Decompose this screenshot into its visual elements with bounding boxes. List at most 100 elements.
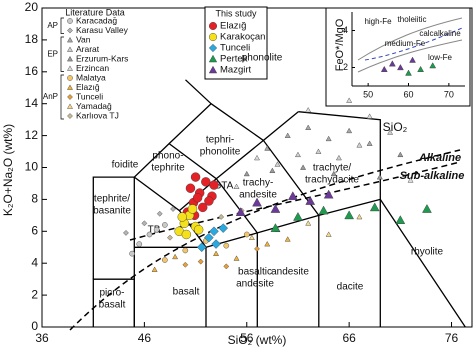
annotation: andesite [236,279,274,290]
annotation: BTA [215,181,234,192]
data-point [264,241,271,247]
data-point [162,257,168,263]
data-point [243,170,250,177]
x-tick-label: 56 [240,331,254,345]
data-point [223,242,230,249]
data-point [422,204,432,213]
legend-label: Tunceli [76,91,103,101]
data-point [129,250,135,257]
data-point [305,124,312,130]
y-tick-label: 12 [25,128,39,142]
data-point [172,253,179,260]
data-point [387,129,394,135]
annotation: tephri- [206,135,234,146]
legend-label: Erzurum-Kars [76,53,128,63]
x-axis-label: SiO₂ [383,120,408,134]
y-tick-label: 20 [25,0,39,14]
x-tick-label: 46 [138,331,152,345]
legend-marker [67,65,73,71]
data-point [146,231,153,238]
y-tick-label: 10 [25,160,39,174]
data-point [305,220,312,226]
data-point [136,241,143,247]
data-point [248,234,255,240]
data-point [177,212,187,222]
data-point [198,202,208,213]
y-tick-label: 2 [343,62,348,72]
data-point [204,232,214,243]
annotation: tephrite [151,163,185,174]
data-point [254,245,260,252]
legend-label: Yamadağ [76,101,112,111]
data-point [211,239,221,249]
legend-marker [208,33,217,42]
annotation: andesite [239,190,277,201]
legend-marker [208,43,218,53]
data-point [181,229,192,240]
legend-label: Tunceli [220,43,250,54]
legend-label: Van [76,34,91,44]
data-point [151,266,158,272]
data-point [209,226,219,237]
group-bracket [60,17,64,34]
data-point [293,212,303,221]
y-tick-label: 14 [25,96,39,110]
x-tick-label: 70 [444,89,454,99]
data-point [366,113,373,119]
data-point [170,206,176,212]
data-point [254,154,260,161]
y-tick-label: 18 [25,32,39,46]
annotation: high-Fe [364,17,392,26]
legend-label: Karlıova TJ [76,110,119,120]
data-point [305,196,316,205]
legend-marker [67,103,73,109]
literature-title: Literature Data [65,7,125,17]
legend-marker [67,27,73,34]
data-point [192,193,203,203]
data-point [318,205,329,215]
data-point [356,142,363,148]
annotation: calcalkaline [419,29,461,38]
data-point [284,132,291,138]
legend-marker [67,84,73,90]
data-point [295,151,301,158]
data-point [330,170,337,177]
group-label: EP [47,49,58,58]
legend-label: Erzincan [76,63,109,73]
data-point [335,154,342,161]
field-boundaries [69,79,466,331]
data-point [218,223,228,233]
data-point [417,65,424,72]
data-point [346,127,353,134]
legend-label: Pertek [220,54,248,65]
data-point [389,60,396,67]
annotation: tephrite/ [94,194,130,205]
x-tick-label: 60 [403,89,413,99]
data-point [269,167,276,173]
data-point [325,135,332,142]
data-point [395,215,406,224]
data-point [197,258,204,265]
data-point [356,213,363,220]
data-point [346,97,353,103]
annotation: andesite [271,267,309,278]
data-point [380,65,388,72]
data-point [182,247,189,254]
legend-marker [67,55,73,62]
group-label: AnP [43,92,58,101]
data-point [323,189,334,199]
data-point [315,148,322,154]
data-point [156,210,163,217]
data-point [233,183,240,189]
data-point [264,145,271,151]
data-point [223,263,230,270]
annotation: dacite [337,282,364,293]
data-point [243,231,250,238]
data-point [429,62,437,69]
data-point [287,191,298,201]
legend-label: Malatya [76,72,106,82]
data-point [167,234,173,241]
data-point [213,250,219,256]
data-point [369,202,380,212]
